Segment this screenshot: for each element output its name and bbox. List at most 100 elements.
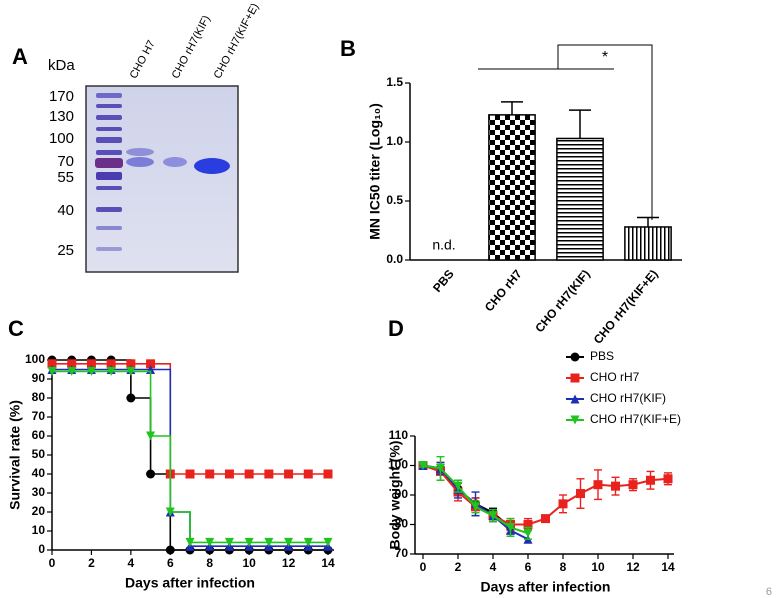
marker — [611, 481, 620, 491]
ladder — [95, 93, 123, 251]
marker — [146, 431, 156, 441]
marker-label: 55 — [57, 169, 74, 186]
marker — [126, 359, 136, 369]
x-axis-label: Days after infection — [481, 579, 611, 595]
marker — [185, 537, 195, 547]
y-tick-label: 60 — [32, 428, 46, 442]
x-tick-label: 4 — [490, 560, 497, 574]
marker — [205, 469, 215, 479]
panel-label: A — [12, 44, 28, 69]
marker — [323, 469, 333, 479]
x-tick-label: 10 — [242, 556, 256, 570]
marker — [523, 520, 533, 529]
x-tick-label: CHO rH7(KIF) — [532, 267, 592, 335]
marker — [67, 359, 77, 369]
marker — [284, 537, 294, 547]
marker — [185, 469, 195, 479]
marker — [628, 480, 638, 490]
page-number: 6 — [766, 586, 772, 598]
marker-label: 70 — [57, 153, 74, 170]
y-tick-label: 100 — [388, 458, 408, 472]
x-tick-label: 10 — [591, 560, 605, 574]
marker — [284, 469, 294, 479]
marker — [86, 359, 96, 369]
y-tick-label: 0.0 — [386, 252, 403, 266]
panel-label: B — [340, 36, 356, 61]
marker-label: 40 — [57, 202, 74, 219]
y-axis-label: Body weight (%) — [387, 441, 403, 550]
marker — [165, 545, 175, 555]
marker — [471, 502, 480, 512]
y-tick-label: 1.5 — [386, 75, 403, 89]
marker — [146, 359, 156, 369]
bar — [556, 137, 604, 261]
x-tick-label: CHO rH7(KIF+E) — [591, 267, 661, 347]
legend-label: PBS — [590, 349, 614, 363]
marker — [205, 537, 215, 547]
marker — [570, 352, 580, 362]
marker — [523, 528, 533, 538]
marker — [453, 481, 463, 491]
marker — [47, 359, 57, 369]
x-tick-label: 2 — [88, 556, 95, 570]
gel-unit: kDa — [48, 57, 75, 74]
marker — [506, 522, 515, 532]
marker — [593, 480, 603, 490]
x-tick-label: 0 — [420, 560, 427, 574]
y-tick-label: 1.0 — [386, 134, 403, 148]
marker — [541, 514, 550, 524]
significance-bracket — [478, 44, 653, 220]
y-axis-label: Survival rate (%) — [7, 400, 23, 510]
x-tick-label: 4 — [128, 556, 135, 570]
marker — [67, 366, 77, 376]
significance-label: * — [602, 49, 608, 66]
x-tick-label: 6 — [525, 560, 532, 574]
y-tick-label: 0 — [38, 542, 45, 556]
marker — [646, 475, 655, 485]
marker — [106, 359, 116, 369]
y-tick-label: 50 — [32, 447, 46, 461]
marker — [126, 393, 136, 403]
marker — [558, 499, 568, 509]
step-line — [130, 397, 152, 474]
marker — [146, 469, 156, 479]
marker — [244, 469, 254, 479]
x-axis-label: Days after infection — [125, 575, 255, 591]
legend-label: CHO rH7 — [590, 370, 640, 384]
marker — [303, 469, 313, 479]
y-tick-label: 40 — [32, 466, 46, 480]
sample-bands — [126, 148, 230, 174]
x-tick-label: 12 — [626, 560, 640, 574]
legend-label: CHO rH7(KIF) — [590, 391, 666, 405]
lane-label: CHO rH7(KIF) — [170, 14, 213, 81]
x-tick-label: 2 — [455, 560, 462, 574]
step-line — [170, 511, 191, 547]
marker — [106, 366, 116, 376]
marker — [303, 537, 313, 547]
y-axis-label: MN IC50 titer (Log₁₀) — [367, 103, 383, 240]
marker — [570, 415, 580, 425]
y-tick-label: 90 — [395, 487, 409, 501]
x-tick-label: PBS — [430, 267, 457, 295]
marker — [264, 537, 274, 547]
panel-label: C — [8, 316, 24, 341]
missing-label: n.d. — [432, 237, 455, 253]
marker-label: 25 — [57, 242, 74, 259]
step-line — [150, 368, 172, 512]
marker — [126, 366, 136, 376]
marker — [570, 373, 580, 383]
x-tick-label: 12 — [282, 556, 296, 570]
marker — [47, 366, 57, 376]
step-line — [170, 511, 191, 543]
marker — [576, 489, 585, 499]
x-tick-label: 8 — [560, 560, 567, 574]
marker — [86, 366, 96, 376]
lane-label: CHO rH7(KIF+E) — [212, 1, 262, 80]
x-tick-label: 14 — [321, 556, 335, 570]
y-tick-label: 70 — [395, 546, 409, 560]
legend-label: CHO rH7(KIF+E) — [590, 412, 681, 426]
x-tick-label: CHO rH7 — [482, 267, 525, 315]
y-tick-label: 20 — [32, 504, 46, 518]
